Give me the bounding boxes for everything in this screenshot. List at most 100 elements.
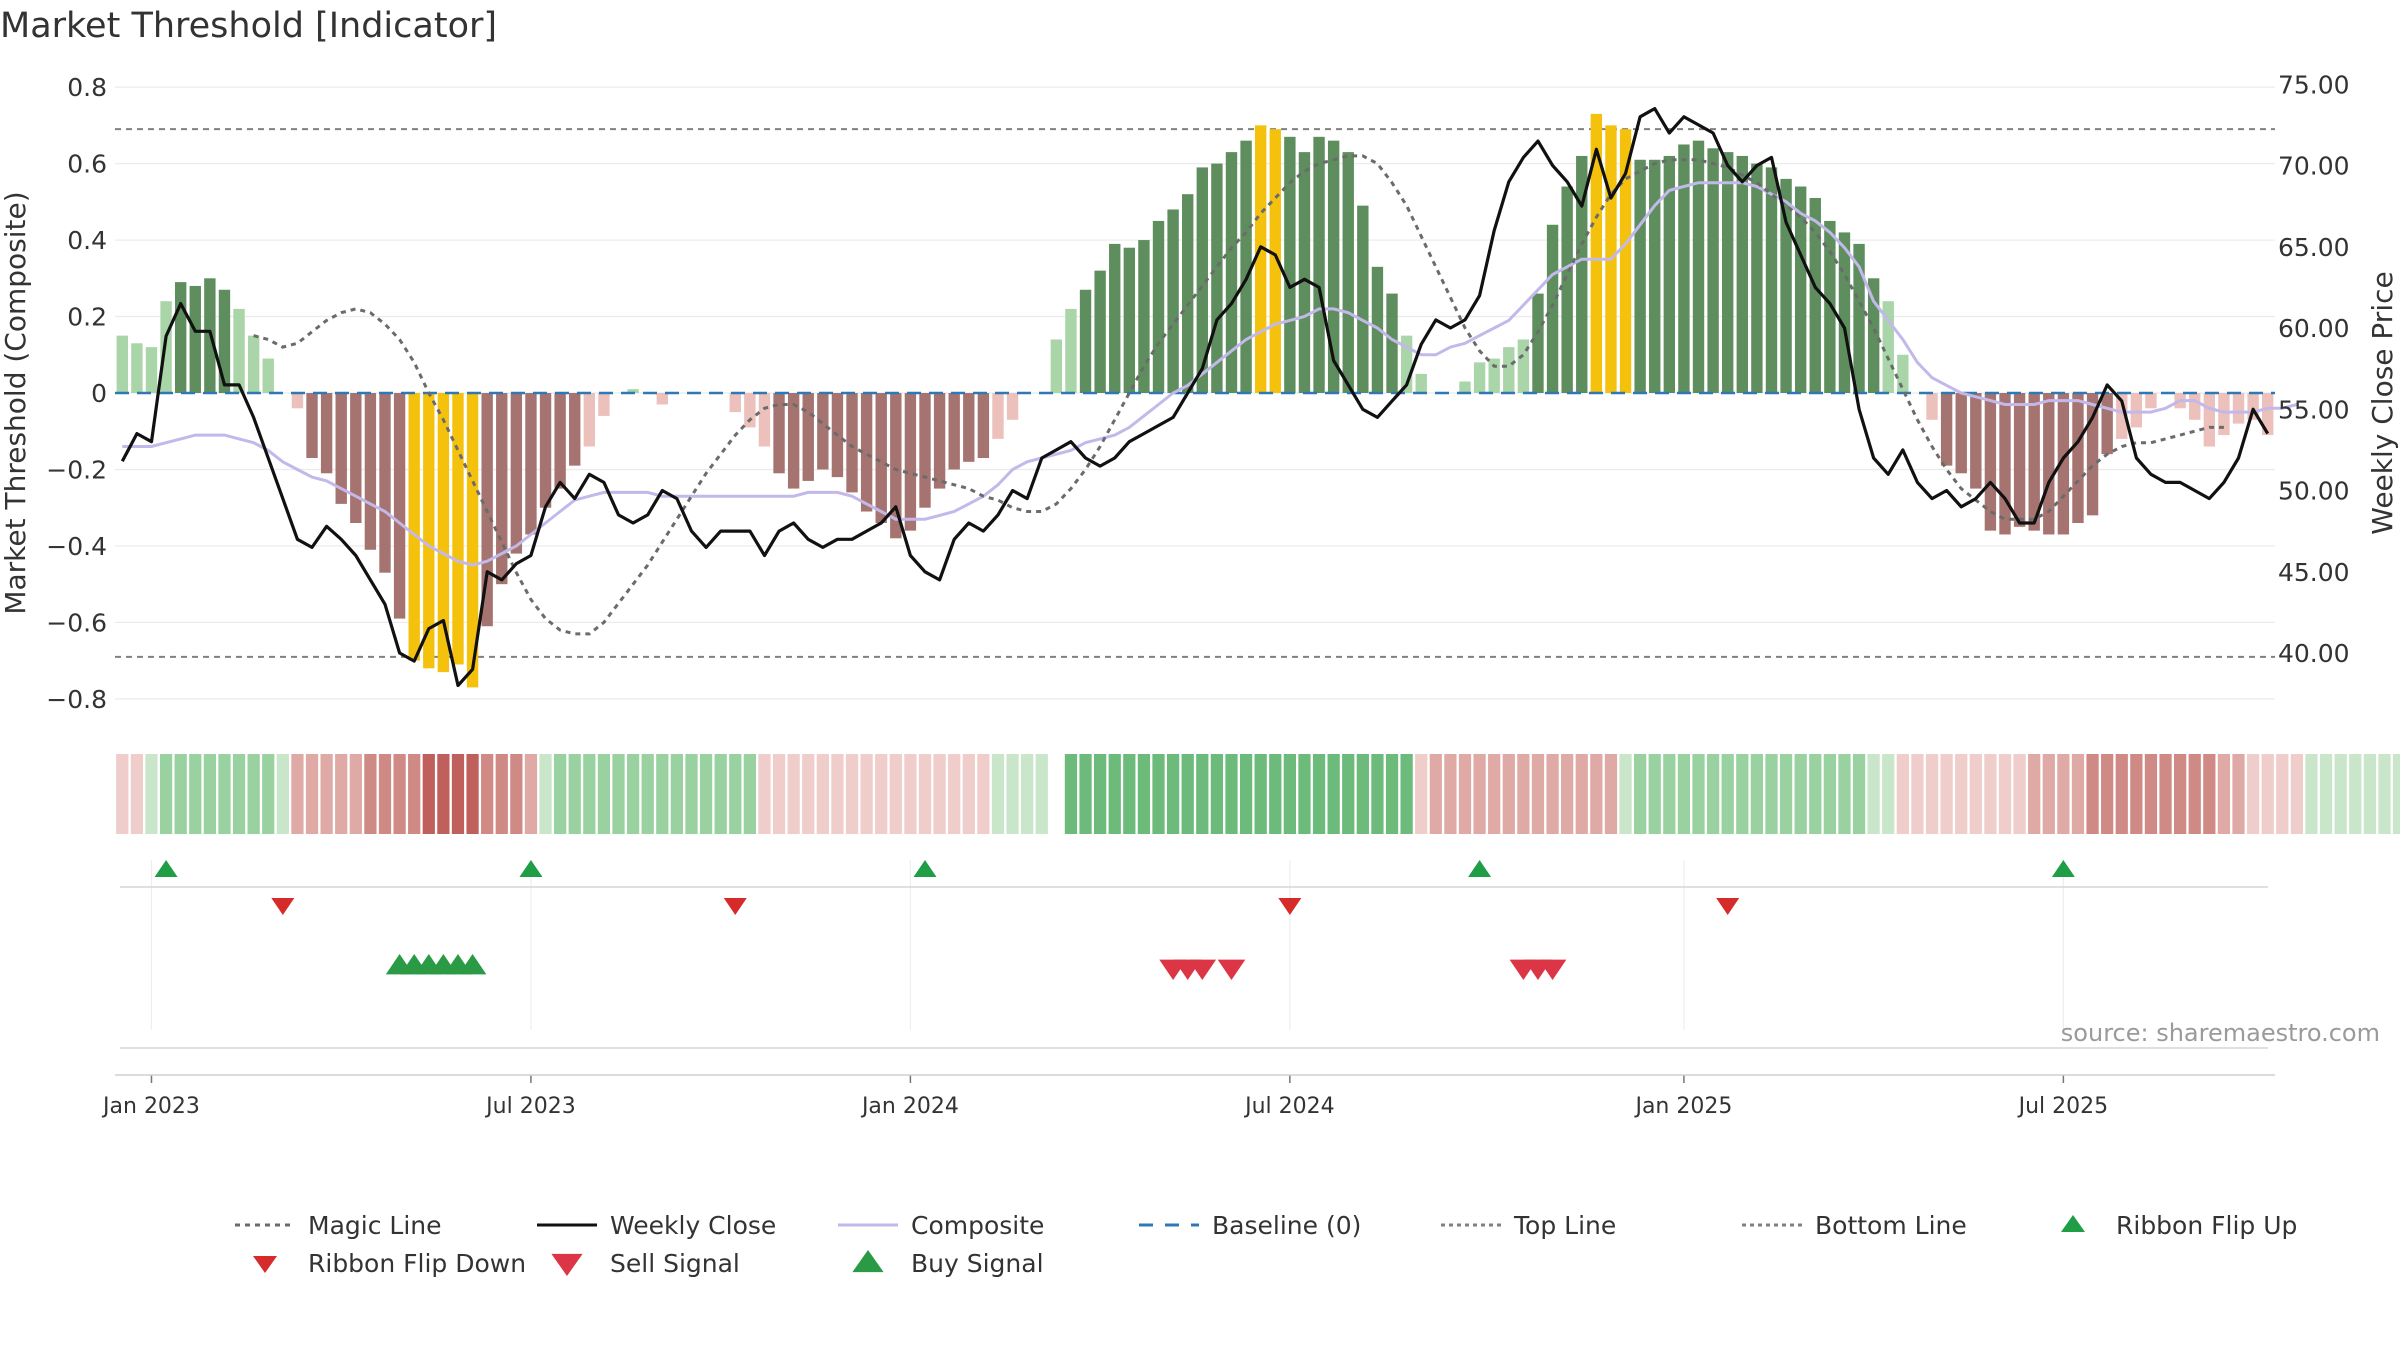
- ribbon-cell: [2174, 754, 2187, 834]
- ribbon-cell: [1575, 754, 1588, 834]
- ribbon-cell: [2101, 754, 2114, 834]
- legend-item: Top Line: [1441, 1211, 1616, 1240]
- legend-label: Buy Signal: [911, 1249, 1044, 1278]
- legend-swatch: [551, 1253, 583, 1276]
- ribbon-cell: [2188, 754, 2201, 834]
- composite-bar: [1532, 293, 1544, 393]
- composite-bar: [510, 393, 523, 554]
- composite-bar: [2247, 393, 2259, 420]
- composite-bar: [1196, 167, 1208, 393]
- y-right-tick-label: 45.00: [2278, 558, 2350, 587]
- composite-bar: [1109, 243, 1121, 393]
- composite-bar: [773, 393, 785, 474]
- composite-bar: [2116, 393, 2128, 439]
- composite-bar: [846, 393, 858, 493]
- legend-label: Magic Line: [308, 1211, 442, 1240]
- ribbon-cell: [583, 754, 596, 834]
- legend-swatch: [852, 1250, 884, 1273]
- legend-label: Baseline (0): [1212, 1211, 1361, 1240]
- ribbon-cell: [2349, 754, 2362, 834]
- x-tick-label: Jul 2025: [2017, 1094, 2109, 1119]
- ribbon-cell: [743, 754, 756, 834]
- ribbon-cell: [1108, 754, 1121, 834]
- ribbon-cell: [1385, 754, 1399, 834]
- ribbon-cell: [1137, 754, 1151, 834]
- composite-bar: [1897, 354, 1909, 393]
- ribbon-cell: [305, 754, 319, 834]
- composite-line: [122, 181, 2298, 567]
- ribbon-cell: [495, 754, 508, 834]
- composite-bar: [291, 393, 304, 409]
- ribbon-cell: [918, 754, 932, 834]
- composite-bar: [247, 335, 260, 393]
- composite-bar: [1561, 186, 1573, 393]
- ribbon-cell: [1429, 754, 1442, 834]
- composite-bar: [744, 393, 756, 428]
- composite-bar: [1006, 393, 1019, 420]
- ribbon-cell: [1984, 754, 1997, 834]
- ribbon-cell: [2013, 754, 2026, 834]
- sell-signal-marker: [1188, 959, 1217, 980]
- legend-label: Weekly Close: [610, 1211, 776, 1240]
- sell-signal-marker: [1538, 959, 1567, 980]
- ribbon-cell: [568, 754, 581, 834]
- composite-bar: [539, 393, 552, 508]
- composite-bar: [583, 393, 596, 447]
- ribbon-cell: [1094, 754, 1107, 834]
- composite-bar: [904, 393, 917, 531]
- ribbon-cell: [860, 754, 873, 834]
- composite-bar: [2218, 393, 2230, 436]
- ribbon-cell: [1254, 754, 1267, 834]
- composite-bar: [2130, 393, 2143, 428]
- ribbon-cell: [1955, 754, 1968, 834]
- ribbon-flip-down-marker: [1278, 898, 1302, 915]
- ribbon-cell: [1488, 754, 1501, 834]
- ribbon-flip-up-marker: [519, 860, 543, 877]
- ribbon-cell: [1823, 754, 1836, 834]
- composite-bar: [1867, 278, 1880, 393]
- composite-bar: [1751, 163, 1763, 393]
- ribbon-cell: [2290, 754, 2304, 834]
- composite-bar: [1298, 152, 1311, 393]
- composite-bar: [233, 308, 245, 393]
- ribbon-flip-down-marker: [1716, 898, 1740, 915]
- y-right-tick-label: 70.00: [2278, 152, 2350, 181]
- chart-title: Market Threshold [Indicator]: [0, 6, 498, 46]
- ribbon-cell: [2071, 754, 2085, 834]
- ribbon-cell: [1561, 754, 1574, 834]
- composite-bar: [554, 393, 566, 489]
- ribbon-cell: [335, 754, 348, 834]
- ribbon-cell: [904, 754, 917, 834]
- composite-bar: [1327, 140, 1340, 393]
- ribbon-cell: [2028, 754, 2041, 834]
- composite-bar: [919, 393, 931, 508]
- composite-bar: [466, 393, 479, 688]
- ribbon-cell: [714, 754, 727, 834]
- ribbon-cell: [802, 754, 815, 834]
- ribbon-flip-down-marker: [723, 898, 747, 915]
- ribbon-cell: [1736, 754, 1749, 834]
- ribbon-cell: [685, 754, 698, 834]
- composite-bar: [1415, 373, 1427, 393]
- composite-bar: [350, 393, 362, 523]
- y-left-tick-label: 0.8: [67, 73, 107, 102]
- ribbon-cell: [699, 754, 713, 834]
- ribbon-cell: [1342, 754, 1355, 834]
- ribbon-cell: [2276, 754, 2289, 834]
- ribbon-flip-up-marker: [913, 860, 937, 877]
- ribbon-cell: [641, 754, 654, 834]
- composite-bar: [948, 393, 960, 470]
- ribbon-cell: [991, 754, 1005, 834]
- source-label: source: sharemaestro.com: [2061, 1019, 2380, 1047]
- ribbon-cell: [656, 754, 669, 834]
- ribbon-cell: [1021, 754, 1034, 834]
- composite-bar: [496, 393, 508, 585]
- ribbon-cell: [1531, 754, 1545, 834]
- ribbon-cell: [203, 754, 216, 834]
- ribbon-cell: [875, 754, 888, 834]
- y-right-tick-label: 40.00: [2278, 639, 2350, 668]
- composite-bar: [1882, 301, 1894, 393]
- legend-item: Ribbon Flip Up: [2061, 1211, 2297, 1240]
- composite-bar: [1167, 209, 1179, 393]
- ribbon-cell: [1239, 754, 1253, 834]
